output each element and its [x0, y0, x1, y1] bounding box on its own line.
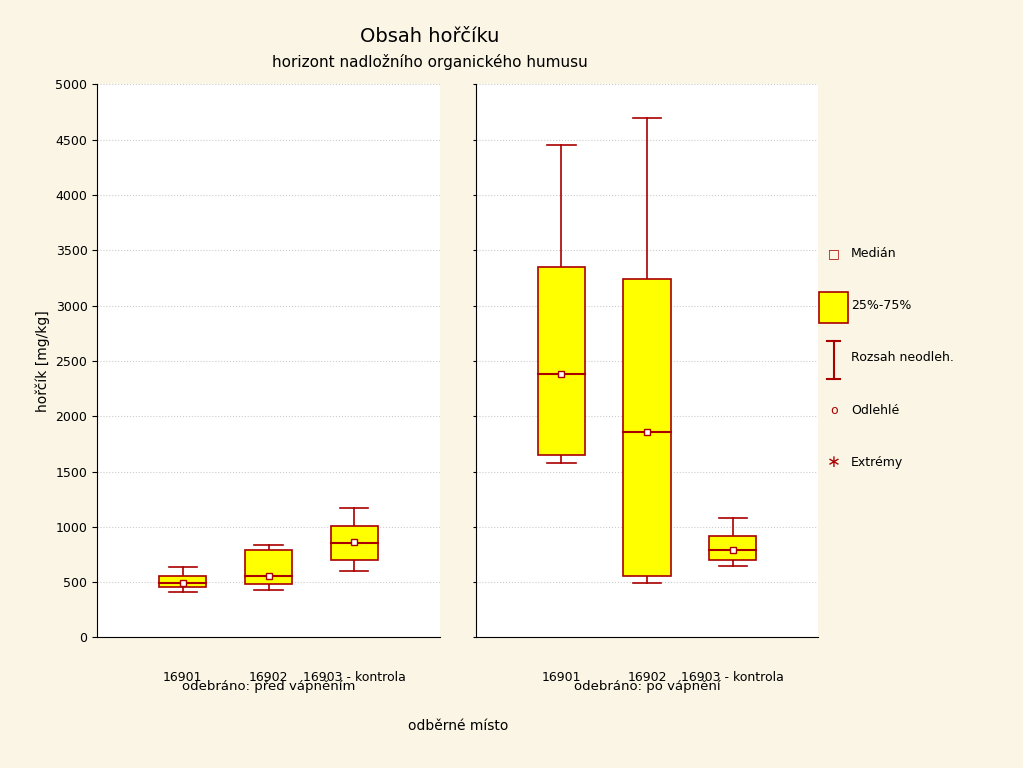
Text: 16902: 16902 [249, 670, 288, 684]
Bar [330, 526, 377, 560]
Text: □: □ [828, 247, 840, 260]
Text: Obsah hořčíku: Obsah hořčíku [360, 27, 499, 46]
Text: odebráno: před vápněním: odebráno: před vápněním [182, 680, 355, 693]
Text: horizont nadložního organického humusu: horizont nadložního organického humusu [272, 54, 587, 70]
Text: 16903 - kontrola: 16903 - kontrola [303, 670, 406, 684]
Text: Rozsah neodleh.: Rozsah neodleh. [851, 352, 954, 364]
Text: 16901: 16901 [163, 670, 203, 684]
Text: Medián: Medián [851, 247, 897, 260]
Text: 16902: 16902 [627, 670, 667, 684]
Text: Extrémy: Extrémy [851, 456, 903, 468]
Text: 25%-75%: 25%-75% [851, 300, 911, 312]
Text: odebráno: po vápnění: odebráno: po vápnění [574, 680, 720, 693]
Text: ∗: ∗ [827, 453, 841, 472]
Text: o: o [830, 404, 838, 416]
Bar [623, 279, 671, 575]
Bar [709, 536, 756, 560]
Bar [160, 576, 207, 587]
Text: Odlehlé: Odlehlé [851, 404, 899, 416]
Bar [538, 267, 585, 455]
Bar [244, 550, 293, 584]
Text: 16901: 16901 [541, 670, 581, 684]
Text: 16903 - kontrola: 16903 - kontrola [681, 670, 785, 684]
Text: odběrné místo: odběrné místo [407, 720, 508, 733]
Y-axis label: hořčík [mg/kg]: hořčík [mg/kg] [36, 310, 50, 412]
